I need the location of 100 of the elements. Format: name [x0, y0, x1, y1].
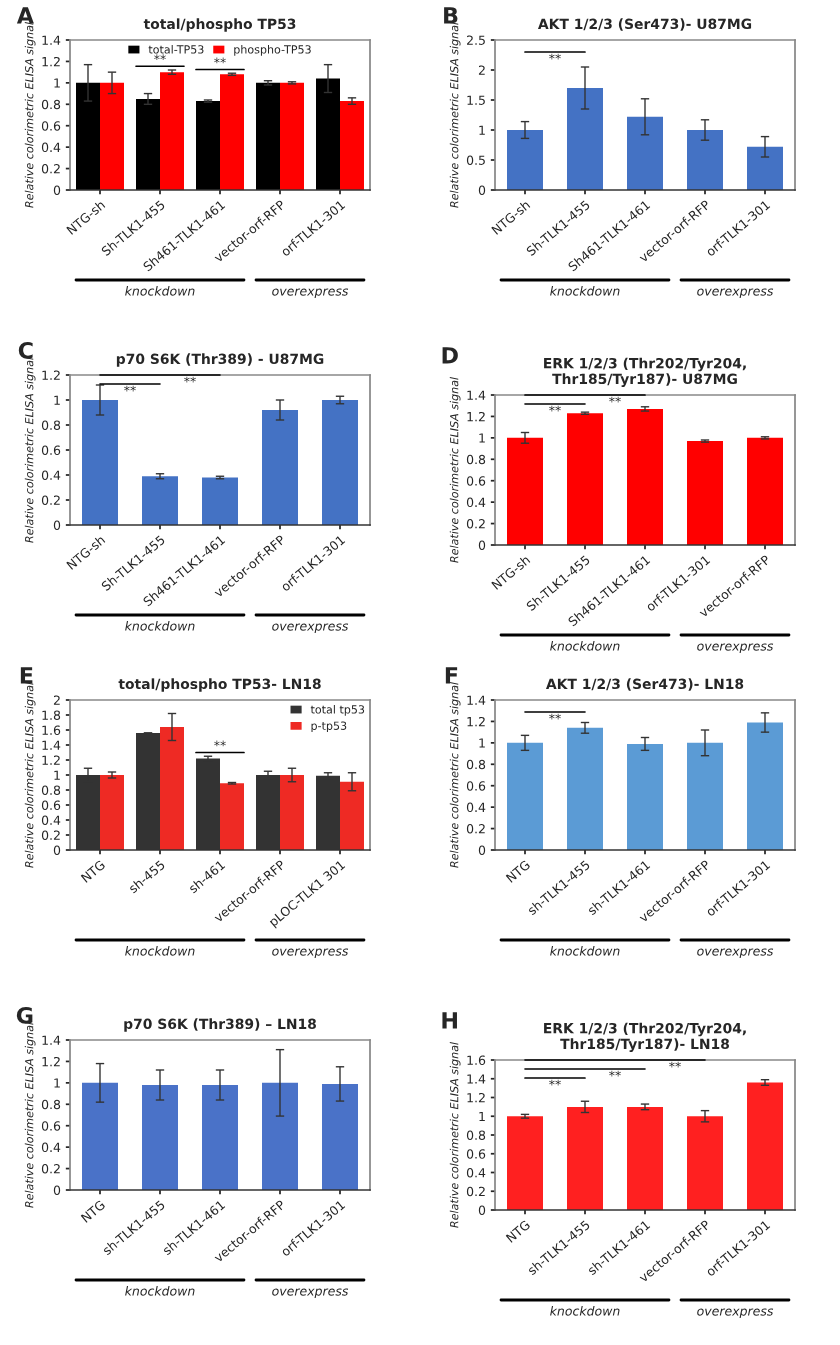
y-tick-label: 0.4 — [466, 802, 486, 813]
y-tick-label: 2 — [478, 65, 485, 75]
annotation: ** — [609, 396, 621, 403]
y-tick-label: 0.5 — [466, 155, 485, 165]
text: overexpress — [272, 623, 349, 634]
y-tick-label: 0 — [53, 185, 61, 195]
y-tick-label: 0.8 — [466, 759, 486, 770]
text: overexpress — [697, 948, 774, 959]
chart-title: AKT 1/2/3 (Ser473)- U87MG — [537, 18, 752, 31]
y-tick-label: 1 — [54, 395, 60, 405]
y-tick-label: 0.2 — [466, 1186, 485, 1197]
y-tick-label: 0 — [478, 1205, 486, 1215]
y-tick-label: 0.2 — [41, 1164, 60, 1174]
text: knockdown — [125, 286, 195, 296]
text: overexpress — [697, 643, 774, 654]
chart-title: ERK 1/2/3 (Thr202/Tyr204, Thr185/Tyr187)- LN18 — [544, 1022, 746, 1052]
annotation: ** — [549, 53, 561, 60]
text: knockdown — [550, 946, 620, 956]
text: B — [444, 7, 458, 24]
y-tick-label: 1.4 — [467, 390, 486, 400]
legend-label: total-TP53 — [148, 45, 204, 54]
text: knockdown — [550, 641, 620, 651]
y-tick-label: 0 — [53, 1185, 61, 1195]
annotation: ** — [214, 57, 226, 64]
text: A — [16, 7, 34, 24]
text: overexpress — [272, 948, 349, 959]
y-tick-label: 0.8 — [466, 1130, 486, 1140]
y-tick-label: 0.6 — [41, 445, 61, 455]
y-tick-label: 1 — [54, 770, 60, 780]
text: overexpress — [697, 288, 774, 299]
y-tick-label: 0.2 — [466, 519, 485, 529]
y-tick-label: 0 — [53, 520, 61, 530]
chart-title: total/phospho TP53- LN18 — [118, 678, 321, 692]
text: H — [442, 1012, 457, 1029]
y-tick-label: 0.2 — [41, 164, 60, 174]
y-tick-label: 1.4 — [467, 695, 486, 705]
y-tick-label: 0 — [53, 845, 61, 855]
y-tick-label: 1.2 — [42, 370, 60, 380]
y-tick-label: 0.4 — [41, 815, 61, 825]
y-tick-label: 1.2 — [467, 411, 485, 422]
y-tick-label: 0.8 — [41, 1099, 61, 1110]
y-tick-label: 1.2 — [467, 1092, 485, 1103]
y-tick-label: 0.2 — [466, 824, 485, 834]
annotation: ** — [124, 385, 136, 392]
y-tick-label: 1.2 — [467, 716, 485, 727]
text: knockdown — [550, 286, 620, 296]
y-tick-label: 1.5 — [467, 95, 485, 105]
annotation: ** — [549, 405, 561, 412]
chart-title: p70 S6K (Thr389) – LN18 — [124, 1018, 316, 1032]
y-tick-label: 0.6 — [41, 1121, 61, 1131]
y-tick-label: 1.4 — [467, 1074, 486, 1084]
y-tick-label: 1 — [479, 1111, 485, 1121]
y-tick-label: 0.2 — [41, 495, 60, 505]
y-tick-label: 0.4 — [466, 1167, 486, 1178]
legend-label: total tp53 — [310, 705, 365, 716]
y-tick-label: 2 — [53, 695, 60, 705]
y-tick-label: 1.2 — [42, 1056, 60, 1067]
legend-label: p-tp53 — [311, 721, 347, 733]
annotation: ** — [609, 1070, 621, 1077]
legend-label: phospho-TP53 — [234, 45, 311, 56]
y-tick-label: 0.8 — [41, 99, 61, 110]
annotation: ** — [549, 713, 561, 720]
y-tick-label: 0 — [478, 845, 486, 855]
y-tick-label: 1.8 — [42, 710, 61, 720]
text: E — [20, 667, 33, 684]
y-tick-label: 0.2 — [41, 830, 60, 840]
y-tick-label: 1.4 — [42, 740, 61, 750]
y-tick-label: 0.6 — [466, 1149, 486, 1159]
text: D — [442, 347, 458, 364]
text: overexpress — [272, 288, 349, 299]
chart-title: total/phospho TP53 — [143, 18, 296, 32]
y-tick-label: 1 — [479, 125, 485, 135]
chart-title: ERK 1/2/3 (Thr202/Tyr204, Thr185/Tyr187)- U87MG — [544, 357, 746, 387]
y-tick-label: 0 — [478, 185, 486, 195]
text: F — [445, 667, 458, 684]
chart-title: p70 S6K (Thr389) - U87MG — [116, 353, 324, 367]
text: C — [18, 341, 33, 359]
text: knockdown — [125, 621, 195, 631]
y-tick-label: 0.8 — [466, 454, 486, 465]
y-tick-label: 0.6 — [41, 121, 61, 131]
y-tick-label: 1 — [54, 1078, 60, 1088]
y-tick-label: 1.2 — [42, 56, 60, 67]
y-tick-label: 1.4 — [42, 35, 61, 45]
y-tick-label: 0.6 — [41, 800, 61, 810]
annotation: ** — [549, 1079, 561, 1086]
y-tick-label: 1 — [479, 433, 485, 443]
y-tick-label: 0.8 — [41, 420, 61, 430]
y-tick-label: 0.6 — [466, 781, 486, 791]
y-axis-title: Relative colorimetric ELISA signal — [449, 681, 461, 868]
annotation: ** — [669, 1061, 681, 1068]
y-tick-label: 0.4 — [41, 1142, 61, 1153]
y-tick-label: 0.4 — [466, 497, 486, 508]
y-axis-title: Relative colorimetric ELISA signal — [449, 1041, 461, 1228]
text: knockdown — [125, 946, 195, 956]
annotation: ** — [154, 54, 166, 61]
y-tick-label: 1 — [479, 738, 485, 748]
chart-title: AKT 1/2/3 (Ser473)- LN18 — [545, 678, 744, 691]
text: knockdown — [125, 1286, 195, 1296]
y-tick-label: 0.6 — [466, 476, 486, 486]
text: knockdown — [550, 1306, 620, 1316]
